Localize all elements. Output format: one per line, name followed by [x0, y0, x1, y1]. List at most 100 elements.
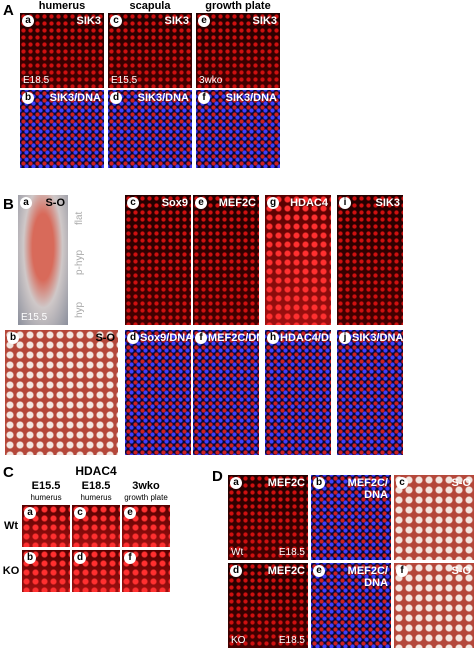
section-label: A — [3, 2, 14, 19]
stain-label: S-O — [451, 477, 471, 489]
stain-label: MEF2C — [267, 477, 305, 489]
panel-letter: a — [20, 197, 32, 209]
genotype-label: KO — [231, 635, 246, 646]
image-panel: e SIK3 3wko — [196, 13, 280, 88]
image-panel: f S-O — [394, 563, 474, 648]
panel-letter: h — [267, 332, 279, 344]
stain-label: S-O — [95, 332, 115, 344]
stain-label: SIK3/DNA — [49, 92, 101, 104]
image-panel: e MEF2C/ DNA — [311, 563, 391, 648]
image-panel: a SIK3 E18.5 — [20, 13, 104, 88]
stain-label: MEF2C — [267, 565, 305, 577]
stain-label: SIK3 — [76, 15, 101, 27]
image-panel: d MEF2C KO E18.5 — [228, 563, 308, 648]
column-header: humerus — [38, 0, 86, 12]
zone-label: hyp — [74, 301, 85, 318]
c-title: HDAC4 — [75, 464, 117, 478]
panel-letter: c — [127, 197, 139, 209]
column-stage: E18.5 — [81, 480, 111, 492]
image-panel: d SIK3/DNA — [108, 90, 192, 168]
image-panel: b — [22, 550, 70, 592]
zone-label: p-hyp — [74, 249, 85, 275]
image-panel: f — [122, 550, 170, 592]
stain-label: SIK3/DNA — [352, 332, 403, 344]
panel-letter: e — [124, 507, 136, 519]
panel-letter: f — [198, 92, 210, 104]
genotype-label: Wt — [231, 547, 244, 558]
image-panel: g HDAC4 — [265, 195, 331, 325]
stain-label: S-O — [45, 197, 65, 209]
column-header: growth plate — [205, 0, 271, 12]
image-panel: d Sox9/DNA — [125, 330, 191, 455]
image-panel: e — [122, 505, 170, 547]
image-panel: c SIK3 E15.5 — [108, 13, 192, 88]
column-tissue: growth plate — [124, 493, 168, 502]
panel-letter: e — [198, 15, 210, 27]
stage-label: 3wko — [199, 75, 223, 86]
stage-label: E15.5 — [21, 312, 48, 323]
panel-letter: j — [339, 332, 351, 344]
row-label: KO — [2, 565, 20, 577]
column-tissue: humerus — [30, 493, 62, 502]
column-stage: 3wko — [132, 480, 160, 492]
zone-label: flat — [74, 211, 85, 225]
stain-label: S-O — [451, 565, 471, 577]
panel-letter: d — [230, 565, 242, 577]
image-panel: j SIK3/DNA — [337, 330, 403, 455]
image-panel: a MEF2C Wt E18.5 — [228, 475, 308, 560]
panel-letter: b — [7, 332, 19, 344]
panel-letter: c — [110, 15, 122, 27]
row-label: Wt — [3, 520, 19, 532]
panel-letter: c — [396, 477, 408, 489]
panel-letter: g — [267, 197, 279, 209]
panel-letter: e — [195, 197, 207, 209]
stain-label: SIK3/DNA — [137, 92, 189, 104]
panel-letter: a — [24, 507, 36, 519]
panel-letter: e — [313, 565, 325, 577]
stain-label: Sox9/DNA — [140, 332, 191, 344]
section-label: D — [212, 468, 223, 485]
stain-label: SIK3 — [164, 15, 189, 27]
panel-letter: d — [127, 332, 139, 344]
stain-label: SIK3 — [252, 15, 277, 27]
section-label: B — [3, 196, 14, 213]
panel-letter: f — [396, 565, 408, 577]
stain-label: SIK3 — [375, 197, 400, 209]
stage-label: E18.5 — [278, 635, 305, 646]
panel-letter: d — [74, 552, 86, 564]
stain-label: MEF2C/DNA — [208, 332, 259, 344]
stage-label: E18.5 — [23, 75, 50, 86]
stain-label: SIK3/DNA — [225, 92, 277, 104]
image-panel: c — [72, 505, 120, 547]
panel-letter: b — [313, 477, 325, 489]
panel-letter: b — [22, 92, 34, 104]
image-panel: c S-O — [394, 475, 474, 560]
image-panel: a S-O E15.5 — [18, 195, 68, 325]
panel-letter: a — [22, 15, 34, 27]
panel-letter: d — [110, 92, 122, 104]
section-label: C — [3, 464, 14, 481]
image-panel: i SIK3 — [337, 195, 403, 325]
panel-letter: b — [24, 552, 36, 564]
stage-label: E15.5 — [111, 75, 138, 86]
column-header: scapula — [129, 0, 171, 12]
panel-letter: a — [230, 477, 242, 489]
stain-label: MEF2C — [218, 197, 256, 209]
panel-letter: c — [74, 507, 86, 519]
image-panel: a — [22, 505, 70, 547]
image-panel: d — [72, 550, 120, 592]
image-panel: c Sox9 — [125, 195, 191, 325]
panel-letter: f — [195, 332, 207, 344]
stain-label: Sox9 — [161, 197, 188, 209]
stain-label: HDAC4/DNA — [280, 332, 331, 344]
image-panel: b MEF2C/ DNA — [311, 475, 391, 560]
stain-label: MEF2C/ DNA — [347, 477, 388, 501]
stage-label: E18.5 — [278, 547, 305, 558]
image-panel: f SIK3/DNA — [196, 90, 280, 168]
panel-letter: i — [339, 197, 351, 209]
stain-label: HDAC4 — [290, 197, 328, 209]
column-tissue: humerus — [80, 493, 112, 502]
